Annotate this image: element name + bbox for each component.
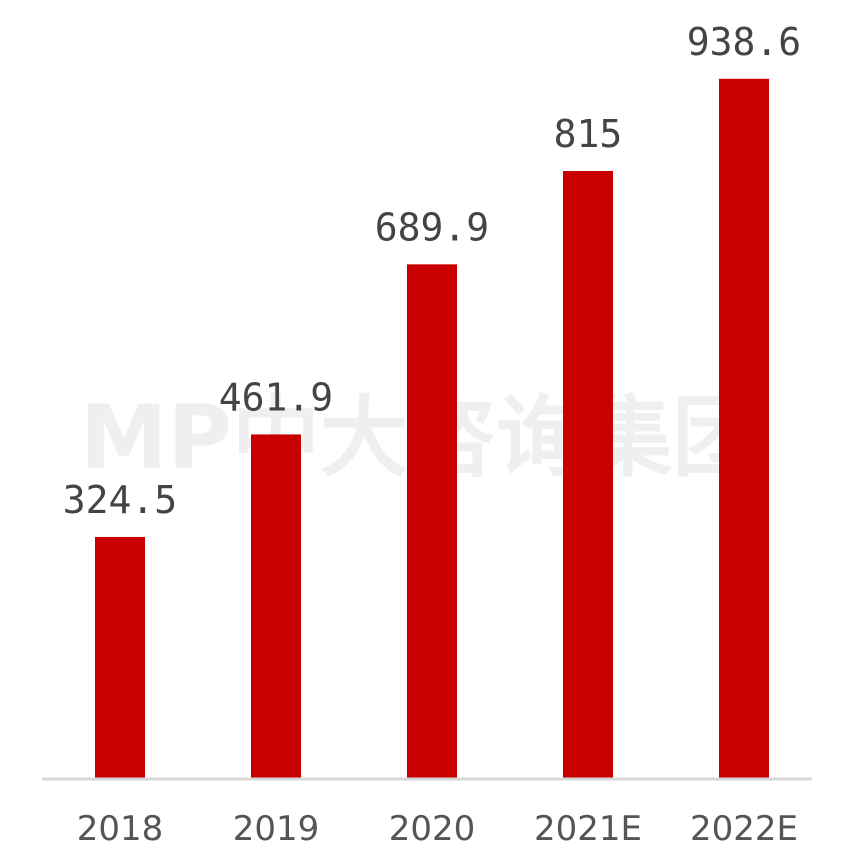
x-tick-label-2018: 2018 [77,809,164,849]
bar-2020 [407,264,457,779]
value-label-2018: 324.5 [63,478,177,522]
value-labels-group: 324.5 461.9 689.9 815 938.6 [63,20,801,522]
x-tick-label-2021E: 2021E [534,809,642,849]
bar-2019 [251,434,301,779]
x-tick-labels-group: 2018 2019 2020 2021E 2022E [77,809,798,849]
bars-group [95,78,769,780]
x-tick-label-2022E: 2022E [690,809,798,849]
x-tick-label-2020: 2020 [389,809,476,849]
x-tick-label-2019: 2019 [233,809,320,849]
bar-2022E [719,78,769,780]
bar-2021E [563,171,613,779]
value-label-2020: 689.9 [375,205,489,249]
value-label-2019: 461.9 [219,375,333,419]
value-label-2022E: 938.6 [687,20,801,64]
bar-2018 [95,536,145,779]
value-label-2021E: 815 [554,112,623,156]
